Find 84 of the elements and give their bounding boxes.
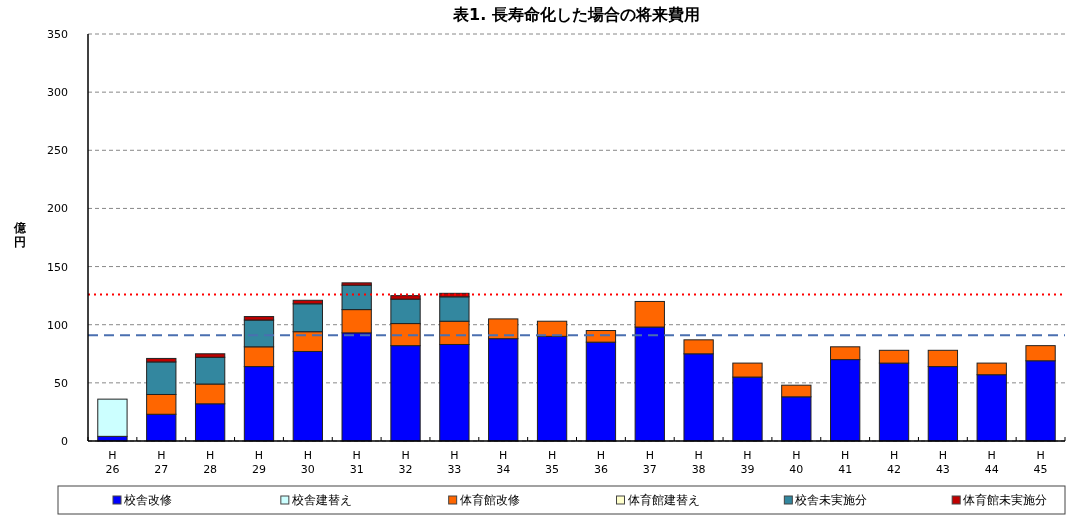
bar xyxy=(927,366,959,442)
bar xyxy=(341,284,372,311)
x-tick-label: H 36 xyxy=(593,449,608,476)
x-tick-label: H 28 xyxy=(203,449,218,476)
bar xyxy=(390,345,421,442)
bar xyxy=(146,361,177,395)
x-tick-label: H 29 xyxy=(251,449,266,476)
bar xyxy=(439,343,470,442)
bar xyxy=(732,362,763,378)
bar xyxy=(341,332,372,442)
y-tick-label: 200 xyxy=(47,202,68,216)
x-tick-label: H 31 xyxy=(349,449,364,476)
x-tick-label: H 42 xyxy=(887,449,902,476)
y-tick-label: 350 xyxy=(47,28,68,41)
x-tick-label: H 30 xyxy=(300,449,315,476)
legend-label: 校舎改修 xyxy=(123,493,172,507)
x-tick-label: H 26 xyxy=(105,449,120,476)
legend-label: 校舎建替え xyxy=(290,493,352,507)
bar xyxy=(683,353,714,442)
bar xyxy=(243,316,275,321)
legend-label: 校舎未実施分 xyxy=(794,493,868,507)
bar xyxy=(243,366,275,442)
bar xyxy=(292,303,323,333)
x-tick-label: H 45 xyxy=(1033,449,1048,476)
bar xyxy=(585,330,617,343)
y-tick-label: 0 xyxy=(61,435,68,448)
bar xyxy=(536,335,568,442)
y-tick-label: 150 xyxy=(47,260,68,274)
bar xyxy=(292,350,323,442)
bar xyxy=(341,282,372,286)
x-tick-label: H 35 xyxy=(545,449,560,476)
bar xyxy=(341,309,372,334)
x-tick-label: H 33 xyxy=(447,449,462,476)
bar xyxy=(585,341,617,442)
bar xyxy=(830,346,861,361)
x-tick-label: H 41 xyxy=(838,449,853,476)
bar xyxy=(976,362,1007,376)
bar xyxy=(927,349,959,368)
bar xyxy=(146,413,177,442)
x-tick-label: H 37 xyxy=(642,449,657,476)
bar xyxy=(1025,345,1056,362)
bar xyxy=(634,300,665,328)
bar xyxy=(439,296,470,322)
x-tick-label: H 27 xyxy=(154,449,169,476)
x-tick-label: H 39 xyxy=(740,449,755,476)
bar xyxy=(976,374,1007,442)
legend-label: 体育館未実施分 xyxy=(963,493,1048,507)
bar xyxy=(439,320,470,345)
bar xyxy=(194,403,226,442)
y-tick-label: 250 xyxy=(47,144,68,158)
bar xyxy=(243,346,275,368)
bar xyxy=(146,393,177,415)
chart-title: 表1. 長寿命化した場合の将来費用 xyxy=(452,5,700,24)
bar xyxy=(634,326,665,442)
bar xyxy=(683,339,714,355)
bar xyxy=(732,376,763,442)
bar xyxy=(878,362,910,442)
bar xyxy=(194,353,226,358)
bar xyxy=(488,318,519,340)
bar xyxy=(781,396,812,442)
bar xyxy=(1025,360,1056,442)
x-tick-label: H 44 xyxy=(984,449,999,476)
bar xyxy=(390,295,421,300)
bar xyxy=(146,357,177,363)
x-tick-label: H 40 xyxy=(789,449,804,476)
bar xyxy=(878,349,910,364)
x-tick-label: H 32 xyxy=(398,449,413,476)
bar xyxy=(390,323,421,347)
x-tick-label: H 34 xyxy=(496,449,511,476)
x-tick-label: H 43 xyxy=(935,449,950,476)
y-tick-label: 300 xyxy=(47,86,68,100)
bar xyxy=(390,298,421,325)
bar xyxy=(830,359,861,442)
y-tick-label: 50 xyxy=(54,376,68,390)
bar xyxy=(194,356,226,385)
bar xyxy=(194,383,226,405)
x-tick-label: H 38 xyxy=(691,449,706,476)
y-axis-title: 億円 xyxy=(13,220,27,249)
legend-label: 体育館改修 xyxy=(459,493,520,507)
legend-label: 体育館建替え xyxy=(627,493,700,507)
y-tick-label: 100 xyxy=(47,318,68,332)
bar xyxy=(781,384,812,398)
bar xyxy=(488,338,519,442)
bar xyxy=(536,320,568,337)
